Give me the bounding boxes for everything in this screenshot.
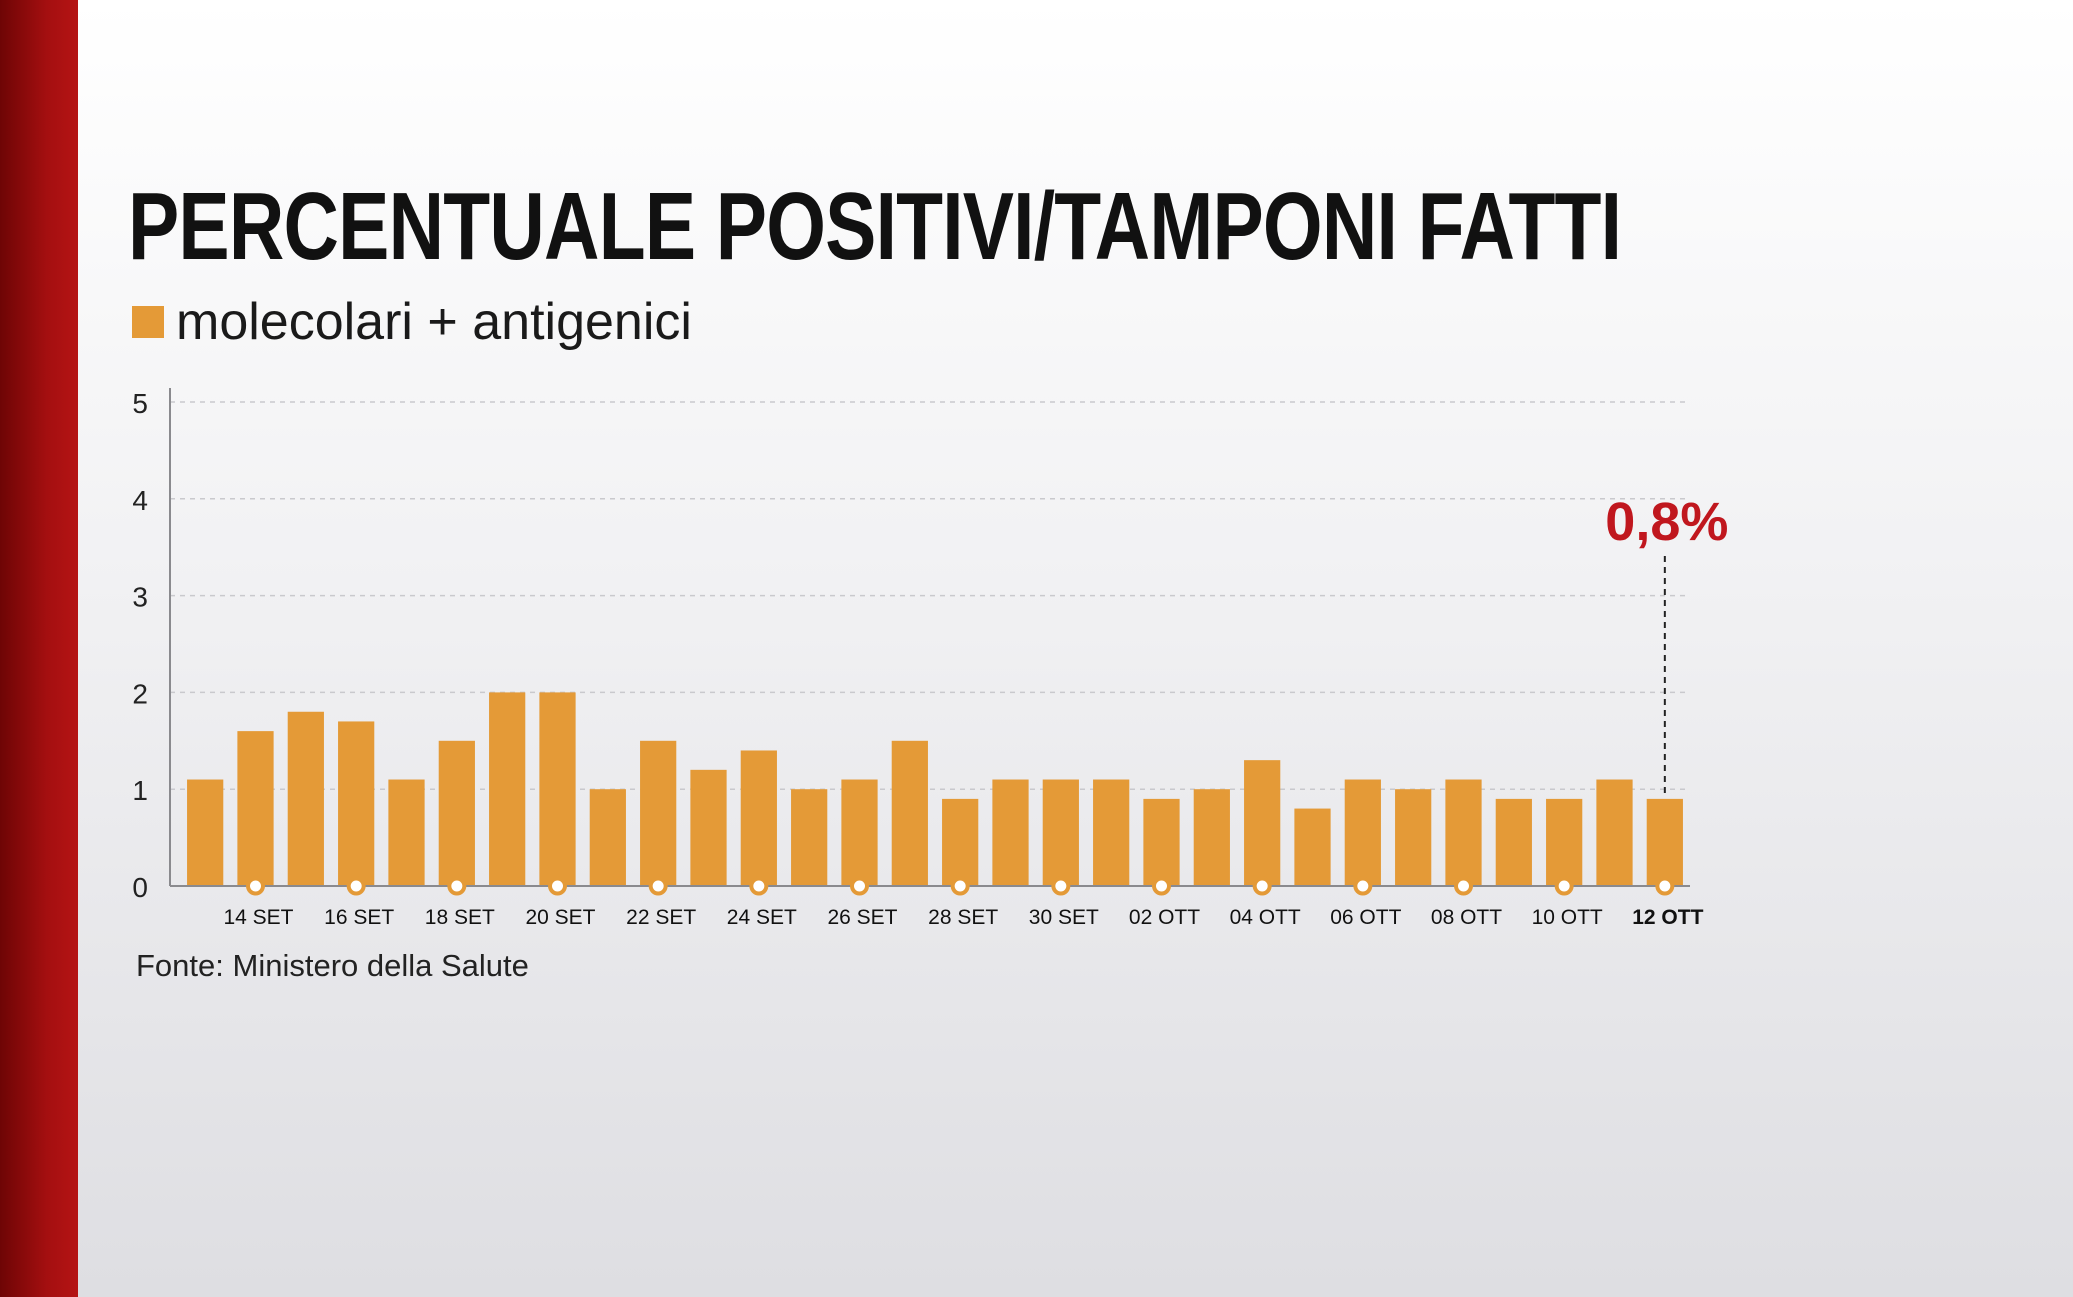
- x-tick-marker: [346, 876, 366, 896]
- x-tick-marker: [648, 876, 668, 896]
- y-tick-label: 5: [132, 388, 148, 419]
- chart-legend: molecolari + antigenici: [132, 292, 692, 352]
- bar: [1445, 779, 1482, 886]
- bar: [1143, 798, 1180, 886]
- x-tick-label: 26 SET: [827, 906, 897, 929]
- x-tick-marker: [1353, 876, 1373, 896]
- x-tick-marker: [1152, 876, 1171, 896]
- x-tick-label: 06 OTT: [1330, 906, 1401, 929]
- y-tick-label: 1: [132, 775, 148, 806]
- bar: [791, 789, 828, 886]
- legend-label: molecolari + antigenici: [176, 293, 692, 351]
- x-tick-label: 22 SET: [626, 906, 696, 929]
- x-tick-label: 14 SET: [223, 906, 293, 929]
- x-tick-label: 30 SET: [1029, 906, 1099, 929]
- x-tick-label: 24 SET: [727, 906, 797, 929]
- x-tick-label: 28 SET: [928, 906, 998, 929]
- source-note: Fonte: Ministero della Salute: [136, 948, 529, 983]
- x-tick-marker: [749, 876, 769, 896]
- side-strip: [0, 0, 78, 1297]
- bar: [841, 779, 878, 886]
- bar: [489, 692, 526, 886]
- bar: [589, 789, 626, 886]
- y-tick-label: 2: [132, 678, 148, 709]
- bar: [992, 779, 1029, 886]
- bar: [1646, 798, 1683, 886]
- bar: [438, 740, 475, 886]
- x-tick-marker: [548, 876, 567, 896]
- bar: [1495, 798, 1532, 886]
- bar: [237, 731, 274, 886]
- bar: [690, 769, 727, 886]
- bar: [891, 740, 928, 886]
- bar: [539, 692, 576, 886]
- bar: [942, 798, 979, 886]
- x-tick-label: 16 SET: [324, 906, 394, 929]
- bar-chart: 0 1 2 3 4 5 14 SET 16 SET 18 SET 20 SET 22 SET 24 S…: [132, 388, 1728, 929]
- bar: [388, 779, 425, 886]
- bar: [640, 740, 677, 886]
- bar: [187, 779, 224, 886]
- y-tick-label: 3: [132, 582, 148, 613]
- x-tick-marker: [950, 876, 970, 896]
- x-tick-marker: [447, 876, 467, 896]
- legend-swatch: [132, 306, 164, 338]
- x-tick-label: 20 SET: [525, 906, 595, 929]
- bar: [740, 750, 777, 886]
- x-tick-label: 10 OTT: [1532, 906, 1603, 929]
- annotation-label: 0,8%: [1605, 492, 1728, 552]
- x-tick-label: 08 OTT: [1431, 906, 1502, 929]
- x-tick-marker: [1554, 876, 1574, 896]
- x-tick-marker: [850, 876, 869, 896]
- bar: [1042, 779, 1079, 886]
- bar: [1546, 798, 1583, 886]
- x-tick-label: 04 OTT: [1230, 906, 1301, 929]
- bar: [1093, 779, 1130, 886]
- bar: [1294, 808, 1331, 886]
- y-tick-label: 0: [132, 872, 148, 903]
- bar: [1244, 760, 1281, 886]
- x-tick-marker: [246, 876, 265, 896]
- bar: [1193, 789, 1230, 886]
- bar: [1596, 779, 1633, 886]
- chart-title: PERCENTUALE POSITIVI/TAMPONI FATTI: [128, 173, 1622, 280]
- x-tick-label: 18 SET: [425, 906, 495, 929]
- bar: [1344, 779, 1381, 886]
- y-tick-label: 4: [132, 485, 148, 516]
- x-tick-marker: [1051, 876, 1071, 896]
- bar: [287, 711, 324, 886]
- x-tick-marker: [1252, 876, 1272, 896]
- bar: [1395, 789, 1432, 886]
- x-tick-marker: [1655, 876, 1675, 896]
- x-tick-marker: [1454, 876, 1473, 896]
- bar: [338, 721, 375, 886]
- x-tick-label: 12 OTT: [1632, 906, 1703, 929]
- x-tick-label: 02 OTT: [1129, 906, 1200, 929]
